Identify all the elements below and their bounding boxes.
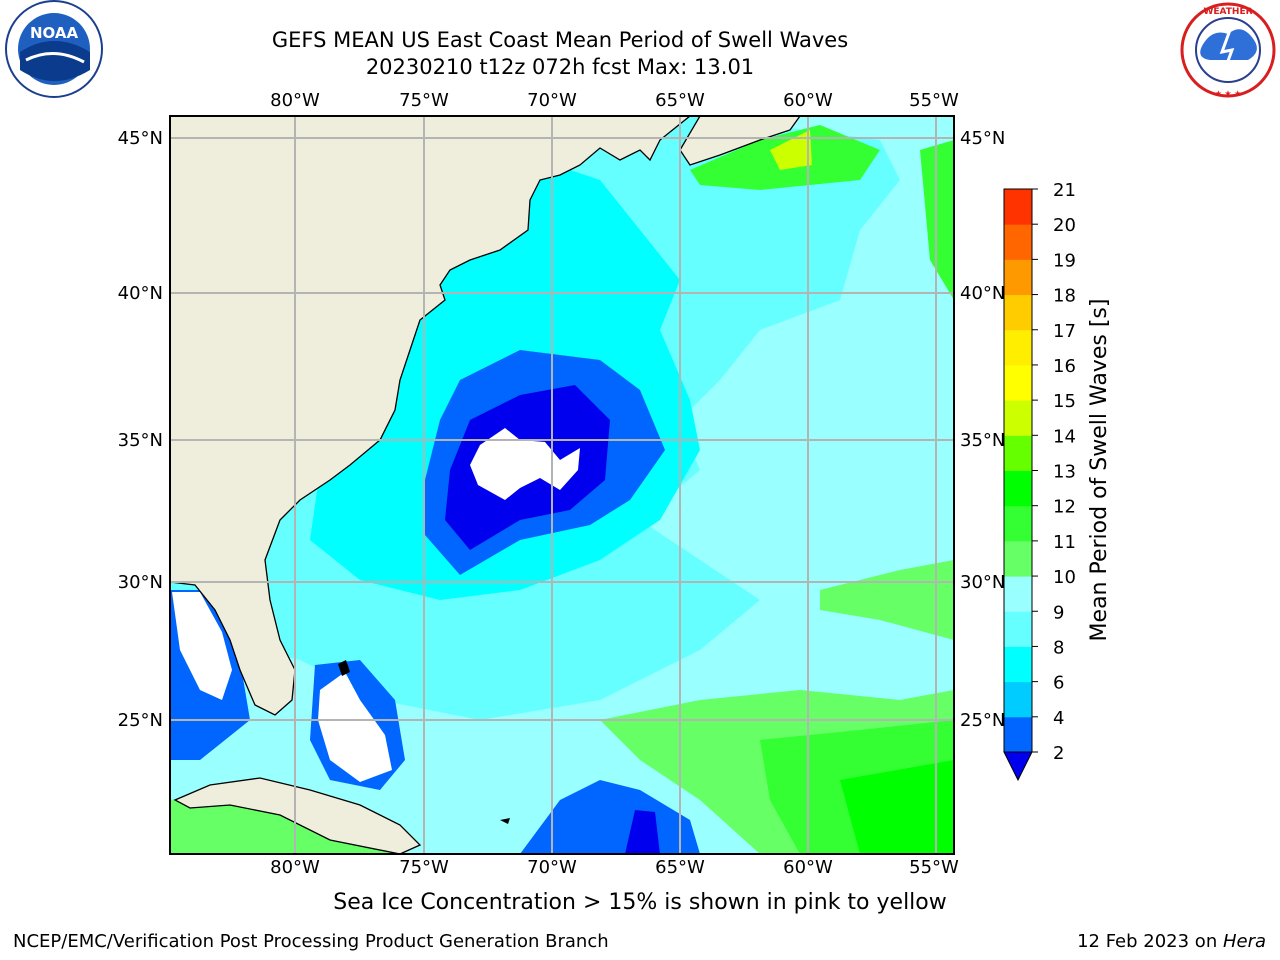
noaa-logo: NOAA (5, 0, 103, 98)
svg-text:NOAA: NOAA (30, 24, 79, 42)
lon-labels-bottom: 80°W 75°W 70°W 65°W 60°W 55°W (270, 857, 959, 878)
lon-label: 55°W (909, 857, 959, 878)
colorbar-segment (1004, 681, 1032, 718)
map-frame (169, 115, 955, 855)
colorbar-tick-label: 12 (1053, 497, 1076, 518)
colorbar-tick-label: 19 (1053, 250, 1076, 271)
colorbar-segment (1004, 329, 1032, 366)
sea-ice-note: Sea Ice Concentration > 15% is shown in … (333, 890, 947, 915)
colorbar-segment (1004, 576, 1032, 612)
colorbar-segment (1004, 435, 1032, 471)
svg-text:★ ★ ★: ★ ★ ★ (1215, 89, 1242, 98)
colorbar-tick-label: 10 (1053, 567, 1076, 588)
footer-date: 12 Feb 2023 on Hera (1077, 931, 1266, 952)
lon-label: 80°W (270, 90, 320, 111)
colorbar-segment (1004, 364, 1032, 401)
lat-label: 35°N (118, 430, 163, 451)
colorbar-tick-label: 17 (1053, 321, 1076, 342)
colorbar-segment (1004, 400, 1032, 436)
gulf-missing (172, 592, 232, 700)
colorbar-tick-label: 8 (1053, 637, 1064, 658)
lon-label: 80°W (270, 857, 320, 878)
lon-label: 75°W (399, 90, 449, 111)
colorbar-tick-label: 11 (1053, 532, 1076, 553)
colorbar-tick-label: 6 (1053, 673, 1064, 694)
colorbar-under-extension (1003, 751, 1033, 782)
canada-maritime-land (679, 116, 801, 166)
colorbar-tick-label: 20 (1053, 215, 1076, 236)
colorbar-segment (1004, 224, 1032, 260)
lon-label: 70°W (527, 90, 577, 111)
colorbar-segment (1004, 646, 1032, 683)
colorbar-tick-label: 13 (1053, 462, 1076, 483)
colorbar-tick-label: 9 (1053, 602, 1064, 623)
island-antilles (500, 818, 510, 824)
lon-label: 65°W (655, 90, 705, 111)
lat-label: 40°N (118, 283, 163, 304)
colorbar-tick-label: 4 (1053, 708, 1064, 729)
lon-label: 70°W (527, 857, 577, 878)
north-america-land (170, 116, 692, 716)
swell-yellow-north (770, 130, 812, 170)
bahama-island (338, 660, 350, 676)
lat-label: 45°N (960, 128, 1005, 149)
lon-labels-top: 80°W 75°W 70°W 65°W 60°W 55°W (270, 90, 959, 111)
lon-label: 65°W (655, 857, 705, 878)
lat-labels-right: 45°N 40°N 35°N 30°N 25°N (960, 128, 1005, 731)
lat-label: 45°N (118, 128, 163, 149)
swell-very-low-south (625, 810, 660, 854)
colorbar-label: Mean Period of Swell Waves [s] (1087, 299, 1112, 642)
lat-label: 40°N (960, 283, 1005, 304)
lat-label: 35°N (960, 430, 1005, 451)
footer-host: Hera (1222, 931, 1266, 952)
colorbar-tick-label: 18 (1053, 286, 1076, 307)
chart-title: GEFS MEAN US East Coast Mean Period of S… (271, 28, 849, 52)
swell-11-12s-region (840, 760, 954, 854)
swell-9-10s-region-east (820, 560, 954, 640)
lon-label: 75°W (399, 857, 449, 878)
colorbar-tick-label: 14 (1053, 426, 1076, 447)
lat-label: 25°N (960, 710, 1005, 731)
svg-text:WEATHER: WEATHER (1203, 7, 1252, 17)
colorbar-tick-label: 21 (1053, 180, 1076, 201)
graticule (170, 116, 954, 854)
lat-labels-left: 45°N 40°N 35°N 30°N 25°N (118, 128, 163, 731)
colorbar-segment (1004, 294, 1032, 331)
colorbar-segment (1004, 540, 1032, 577)
footer-credit: NCEP/EMC/Verification Post Processing Pr… (13, 931, 609, 952)
footer-date-text: 12 Feb 2023 on (1077, 931, 1223, 952)
chart-subtitle: 20230210 t12z 072h fcst Max: 13.01 (365, 55, 755, 79)
colorbar-tick-label: 16 (1053, 356, 1076, 377)
lat-label: 25°N (118, 710, 163, 731)
colorbar-segment (1004, 470, 1032, 507)
lon-label: 55°W (909, 90, 959, 111)
lat-label: 30°N (118, 572, 163, 593)
colorbar-segment (1004, 259, 1032, 296)
colorbar-tick-label: 15 (1053, 391, 1076, 412)
colorbar-tick-label: 2 (1053, 743, 1064, 764)
map-plot-area (170, 116, 954, 854)
cuba-land (173, 777, 422, 854)
colorbar-segment (1004, 505, 1032, 542)
colorbar-segment (1004, 189, 1032, 225)
national-weather-service-logo: WEATHER ★ ★ ★ (1180, 2, 1276, 98)
lat-label: 30°N (960, 572, 1005, 593)
lon-label: 60°W (783, 857, 833, 878)
bahamas-missing (318, 672, 392, 782)
colorbar-segment (1004, 611, 1032, 647)
colorbar-segment (1004, 716, 1032, 753)
colorbar: 2 4 6 8 9 10 11 12 13 14 15 16 17 18 19 20 21 (1003, 180, 1076, 782)
lon-label: 60°W (783, 90, 833, 111)
